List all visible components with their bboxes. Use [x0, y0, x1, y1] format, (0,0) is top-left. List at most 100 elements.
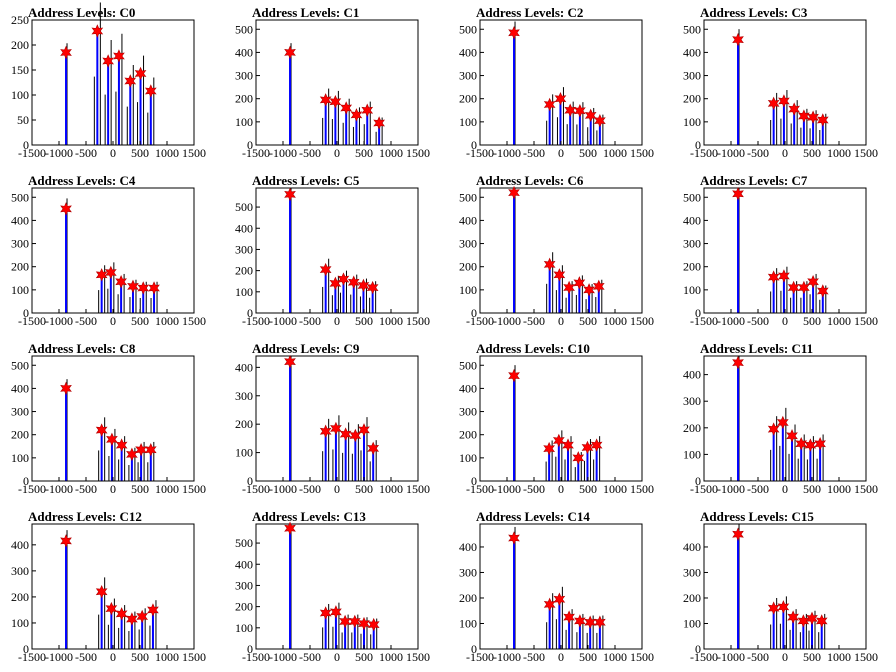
- peak-marker: [367, 441, 380, 456]
- x-tick-label: 1500: [630, 482, 654, 496]
- peak-marker: [144, 443, 157, 457]
- y-tick-label: 200: [11, 428, 29, 442]
- chart-panel: Address Levels: C0 0 50 100 150 200 250 -1500 -1…: [11, 2, 206, 160]
- x-tick-label: 0: [558, 482, 564, 496]
- peak-marker: [787, 610, 799, 624]
- chart-panel: Address Levels: C12 0 100 200 300 400 -1500 -10…: [11, 509, 206, 664]
- peak-marker: [102, 54, 114, 68]
- chart-panel: Address Levels: C10100200300400500-1500-…: [235, 5, 430, 160]
- chart-panel: Address Levels: C70100200300400500-1500-…: [683, 173, 878, 328]
- peak-marker: [349, 428, 362, 443]
- peak-marker: [815, 614, 828, 628]
- y-tick-label: 0: [247, 138, 253, 152]
- peak-marker: [590, 438, 603, 452]
- chart-panel: Address Levels: C10 0 100 200 300 400 500 -1500…: [459, 341, 654, 496]
- peak-marker: [508, 25, 520, 40]
- y-tick-label: 400: [11, 538, 29, 552]
- plot-frame: [479, 187, 643, 314]
- peak-marker: [373, 116, 385, 130]
- y-tick-label: 300: [11, 564, 29, 578]
- x-tick-label: 1000: [603, 650, 627, 664]
- y-tick-label: 100: [11, 88, 29, 102]
- y-tick-label: 400: [11, 213, 29, 227]
- x-tick-label: 1500: [406, 146, 430, 160]
- peak-marker: [508, 185, 520, 200]
- chart-panel: Address Levels: C40100200300400500-1500-…: [11, 173, 206, 328]
- y-tick-label: 200: [683, 92, 701, 106]
- y-tick-label: 100: [683, 115, 701, 129]
- peak-marker: [807, 275, 819, 289]
- peak-marker: [807, 110, 819, 124]
- peak-marker: [113, 49, 125, 63]
- x-tick-label: 0: [558, 314, 564, 328]
- y-tick-label: 0: [23, 306, 29, 320]
- x-tick-label: -1500: [242, 146, 270, 160]
- chart-title: Address Levels: C0: [28, 5, 135, 20]
- y-tick-label: 300: [683, 69, 701, 83]
- x-tick-label: 1000: [603, 314, 627, 328]
- peak-marker: [329, 94, 342, 109]
- x-tick-label: 1500: [406, 314, 430, 328]
- peak-marker: [60, 534, 72, 548]
- y-tick-label: 500: [459, 22, 477, 36]
- y-tick-label: 200: [235, 92, 253, 106]
- y-tick-label: 200: [235, 417, 253, 431]
- peak-marker: [572, 451, 585, 465]
- chart-title: Address Levels: C7: [700, 173, 808, 188]
- x-tick-label: 0: [334, 650, 340, 664]
- y-tick-label: 0: [471, 138, 477, 152]
- y-tick-label: 0: [247, 474, 253, 488]
- x-tick-label: 0: [110, 482, 116, 496]
- x-tick-label: 500: [803, 146, 821, 160]
- x-tick-label: 1000: [155, 314, 179, 328]
- chart-title: Address Levels: C13: [252, 509, 366, 524]
- peak-marker: [134, 66, 147, 81]
- x-tick-label: 1500: [630, 314, 654, 328]
- peak-marker: [795, 437, 808, 451]
- x-tick-label: -1000: [45, 314, 73, 328]
- x-tick-label: 1500: [182, 482, 206, 496]
- chart-panel: Address Levels: C13 0 100 200 300 400 500 -1500…: [235, 509, 430, 664]
- peak-marker: [798, 109, 810, 123]
- y-tick-label: 250: [11, 13, 29, 27]
- peak-marker: [147, 603, 159, 617]
- y-tick-label: 400: [235, 557, 253, 571]
- plot-frame: [31, 187, 195, 314]
- x-tick-label: 500: [579, 146, 597, 160]
- plot-frame: [703, 187, 867, 314]
- peak-marker: [115, 607, 128, 621]
- y-tick-label: 300: [11, 237, 29, 251]
- peak-marker: [136, 609, 149, 624]
- peak-marker: [787, 280, 800, 295]
- y-tick-label: 0: [23, 138, 29, 152]
- peak-marker: [508, 531, 520, 545]
- chart-title: Address Levels: C14: [476, 509, 590, 524]
- peak-marker: [319, 262, 332, 277]
- peak-marker: [592, 279, 605, 294]
- x-tick-label: 1000: [379, 314, 403, 328]
- peak-marker: [767, 601, 780, 615]
- peak-marker: [584, 108, 597, 123]
- x-tick-label: -1500: [18, 482, 46, 496]
- peak-marker: [553, 268, 566, 282]
- x-tick-label: 1500: [182, 146, 206, 160]
- y-tick-label: 200: [683, 421, 701, 435]
- x-tick-label: -500: [299, 482, 321, 496]
- y-tick-label: 200: [459, 428, 477, 442]
- y-tick-label: 100: [459, 115, 477, 129]
- chart-title: Address Levels: C9: [252, 341, 360, 356]
- y-tick-label: 50: [17, 113, 29, 127]
- x-tick-label: 1500: [630, 650, 654, 664]
- x-tick-label: 500: [803, 482, 821, 496]
- y-tick-label: 300: [683, 237, 701, 251]
- x-tick-label: -500: [523, 314, 545, 328]
- x-tick-label: -1500: [466, 314, 494, 328]
- y-tick-label: 300: [235, 242, 253, 256]
- peak-marker: [367, 617, 380, 632]
- peak-marker: [105, 601, 118, 616]
- peak-marker: [564, 103, 577, 118]
- x-tick-label: 1500: [406, 482, 430, 496]
- x-tick-label: 500: [131, 482, 149, 496]
- x-tick-label: -500: [299, 650, 321, 664]
- plot-frame: [255, 19, 419, 146]
